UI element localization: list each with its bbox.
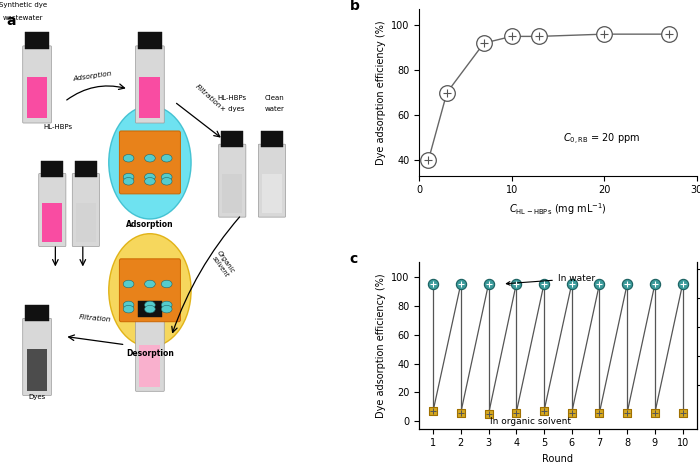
Ellipse shape <box>162 305 172 313</box>
Text: wastewater: wastewater <box>3 15 43 21</box>
Point <box>483 410 494 418</box>
Point <box>650 280 661 288</box>
Point <box>622 409 633 416</box>
Text: Filtration: Filtration <box>194 83 222 109</box>
Text: Synthetic dye: Synthetic dye <box>0 2 48 8</box>
Point <box>622 280 633 288</box>
Bar <box>139 345 160 387</box>
Point <box>677 409 688 416</box>
Point <box>538 407 550 415</box>
Bar <box>223 173 242 213</box>
Ellipse shape <box>145 305 155 313</box>
Point <box>455 280 466 288</box>
Ellipse shape <box>145 154 155 162</box>
Y-axis label: Dye adsorption efficiency (%): Dye adsorption efficiency (%) <box>375 20 386 165</box>
Ellipse shape <box>145 301 155 309</box>
Text: Clean: Clean <box>265 95 285 100</box>
FancyBboxPatch shape <box>136 314 164 391</box>
FancyBboxPatch shape <box>72 173 99 246</box>
FancyBboxPatch shape <box>22 46 51 123</box>
Point <box>677 280 688 288</box>
Point <box>650 409 661 416</box>
Point <box>538 280 550 288</box>
FancyBboxPatch shape <box>120 259 181 322</box>
Point <box>441 89 452 97</box>
Circle shape <box>108 234 191 347</box>
Point <box>506 32 517 40</box>
Text: Organic
solvent: Organic solvent <box>210 250 236 279</box>
FancyBboxPatch shape <box>22 318 51 396</box>
Bar <box>221 131 244 147</box>
Point <box>483 280 494 288</box>
Ellipse shape <box>162 280 172 288</box>
Text: b: b <box>350 0 360 14</box>
Point <box>478 40 489 47</box>
Bar <box>43 203 62 242</box>
Point <box>598 30 610 38</box>
Point <box>510 280 522 288</box>
Ellipse shape <box>123 178 134 185</box>
Ellipse shape <box>123 301 134 309</box>
Point <box>594 409 605 416</box>
X-axis label: $C_{\mathregular{HL-HBPs}}$ (mg mL$^{-1}$): $C_{\mathregular{HL-HBPs}}$ (mg mL$^{-1}… <box>509 201 607 217</box>
Bar <box>27 77 48 118</box>
Circle shape <box>108 106 191 219</box>
Ellipse shape <box>145 178 155 185</box>
Bar <box>27 349 48 391</box>
Bar <box>25 305 49 322</box>
Ellipse shape <box>162 178 172 185</box>
Point <box>510 409 522 416</box>
Y-axis label: Dye adsorption efficiency (%): Dye adsorption efficiency (%) <box>375 273 386 418</box>
Point <box>423 156 434 164</box>
Point <box>594 280 605 288</box>
Text: In water: In water <box>506 274 595 285</box>
Text: HL-HBPs: HL-HBPs <box>44 124 73 130</box>
Text: c: c <box>350 252 358 266</box>
Ellipse shape <box>123 280 134 288</box>
Text: $C_{\mathregular{0, RB}}$ = 20 ppm: $C_{\mathregular{0, RB}}$ = 20 ppm <box>564 131 640 147</box>
Point <box>566 280 578 288</box>
FancyBboxPatch shape <box>38 173 66 246</box>
FancyBboxPatch shape <box>136 46 164 123</box>
Text: a: a <box>6 14 16 28</box>
Ellipse shape <box>162 173 172 181</box>
Point <box>455 409 466 416</box>
Text: water: water <box>265 106 285 112</box>
Point <box>663 30 674 38</box>
FancyBboxPatch shape <box>120 131 181 194</box>
Text: HL-HBPs: HL-HBPs <box>218 95 247 100</box>
Text: Dyes: Dyes <box>29 394 46 400</box>
Text: + dyes: + dyes <box>220 106 244 112</box>
Ellipse shape <box>162 154 172 162</box>
Text: Adsorption: Adsorption <box>72 70 112 81</box>
Text: Filtration: Filtration <box>78 314 111 323</box>
Ellipse shape <box>145 280 155 288</box>
Text: Adsorption: Adsorption <box>126 219 174 228</box>
Point <box>534 32 545 40</box>
Bar <box>261 131 283 147</box>
Bar <box>41 161 63 177</box>
X-axis label: Round: Round <box>542 454 573 464</box>
Bar <box>139 300 162 317</box>
FancyBboxPatch shape <box>258 144 286 217</box>
Bar <box>139 77 160 118</box>
Ellipse shape <box>123 154 134 162</box>
Bar <box>75 161 97 177</box>
FancyBboxPatch shape <box>218 144 246 217</box>
Bar <box>139 32 162 49</box>
Bar <box>25 32 49 49</box>
Point <box>428 407 439 415</box>
Bar <box>76 203 96 242</box>
Text: Desorption: Desorption <box>126 349 174 358</box>
Point <box>428 280 439 288</box>
Ellipse shape <box>145 173 155 181</box>
Ellipse shape <box>123 305 134 313</box>
Ellipse shape <box>162 301 172 309</box>
Bar <box>262 173 282 213</box>
Ellipse shape <box>123 173 134 181</box>
Point <box>566 409 578 416</box>
Text: In organic solvent: In organic solvent <box>489 417 570 426</box>
